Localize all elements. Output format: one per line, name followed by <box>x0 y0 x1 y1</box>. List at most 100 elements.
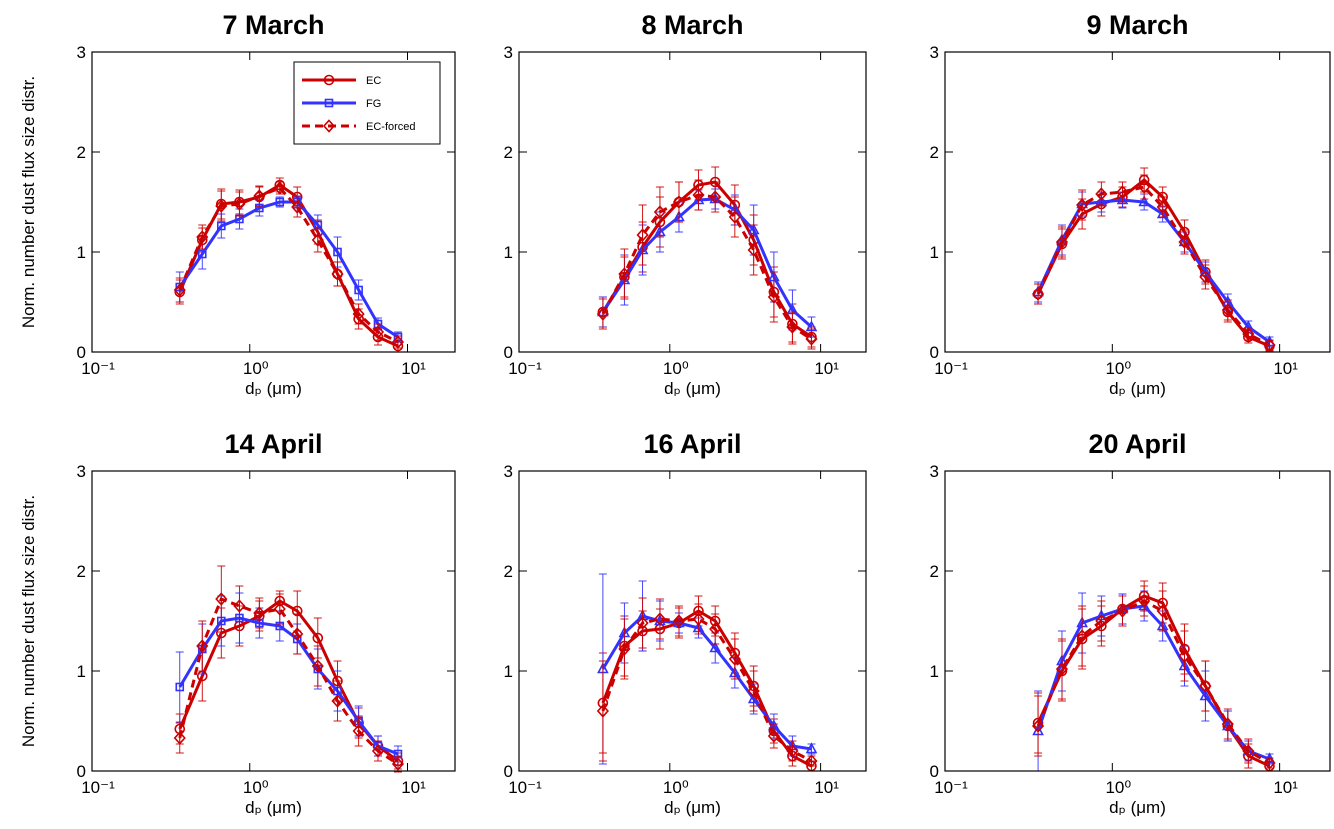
marker <box>196 639 209 653</box>
marker <box>323 74 335 86</box>
x-tick-label: 10⁰ <box>243 778 269 797</box>
marker <box>391 757 405 771</box>
y-tick-label: 2 <box>504 143 513 162</box>
error-bar <box>235 191 244 217</box>
error-bar <box>655 186 664 238</box>
error-bar <box>1244 738 1253 764</box>
marker <box>709 622 722 636</box>
error-bar <box>1078 189 1087 221</box>
marker <box>352 724 365 738</box>
error-bar <box>638 204 647 266</box>
legend: EC FG EC-forced <box>293 61 441 145</box>
error-bar <box>333 680 342 722</box>
x-tick-label: 10⁻¹ <box>81 778 115 797</box>
marker <box>291 200 304 214</box>
marker <box>233 599 246 613</box>
error-bar <box>354 279 363 301</box>
x-tick-label: 10¹ <box>1273 778 1298 797</box>
error-bar <box>1118 595 1127 627</box>
chart-title: 8 March <box>641 10 743 40</box>
marker <box>636 228 649 242</box>
series-line <box>1036 604 1271 761</box>
error-bar <box>1034 695 1043 757</box>
plot-frame <box>518 470 867 772</box>
error-bar <box>255 597 264 629</box>
error-bar <box>1057 638 1066 700</box>
panel: 9 March dₚ (μm) 0 1 2 3 10⁻¹ 10⁰ 10¹ <box>930 10 1331 398</box>
marker <box>1076 198 1089 212</box>
y-tick-label: 1 <box>77 243 86 262</box>
y-tick-label: 3 <box>504 43 513 62</box>
x-tick-label: 10⁻¹ <box>934 778 968 797</box>
marker <box>1221 717 1234 731</box>
error-bar <box>655 598 664 640</box>
chart-title: 9 March <box>1086 10 1188 40</box>
chart-title: 14 April <box>224 429 322 459</box>
marker <box>253 606 266 620</box>
chart-title: 16 April <box>643 429 741 459</box>
marker <box>709 190 722 204</box>
marker <box>173 731 186 745</box>
marker <box>692 188 705 202</box>
plot-frame <box>944 51 1331 353</box>
marker <box>275 197 285 207</box>
error-bar <box>711 181 720 213</box>
marker <box>391 335 405 349</box>
error-bar <box>313 227 322 253</box>
x-axis-label: dₚ (μm) <box>1109 379 1166 398</box>
marker <box>1263 756 1276 770</box>
x-tick-label: 10⁻¹ <box>934 359 968 378</box>
marker <box>1178 649 1191 663</box>
marker <box>1031 719 1045 733</box>
x-axis-label: dₚ (μm) <box>245 379 302 398</box>
marker <box>311 233 324 247</box>
marker <box>324 98 334 108</box>
marker <box>1055 235 1069 249</box>
error-bar <box>198 620 207 672</box>
marker <box>747 684 760 698</box>
chart-title: 20 April <box>1088 429 1186 459</box>
error-bar <box>1180 630 1189 682</box>
error-bar <box>1078 605 1087 667</box>
error-bar <box>175 722 184 754</box>
marker <box>253 189 266 203</box>
marker <box>1242 744 1255 758</box>
error-bar <box>235 585 244 627</box>
error-bar <box>711 613 720 645</box>
x-tick-label: 10⁰ <box>663 778 689 797</box>
error-bar <box>1140 174 1149 200</box>
marker <box>1116 193 1129 205</box>
error-bar <box>749 670 758 712</box>
marker <box>216 221 226 231</box>
marker <box>1095 187 1108 201</box>
x-tick-label: 10¹ <box>401 778 426 797</box>
error-bar <box>807 328 816 350</box>
series-line <box>178 599 399 763</box>
x-tick-label: 10¹ <box>814 778 839 797</box>
marker <box>352 307 365 321</box>
marker <box>709 641 722 653</box>
y-tick-label: 2 <box>77 143 86 162</box>
marker <box>291 627 304 641</box>
error-bar <box>1180 229 1189 255</box>
series-line <box>178 597 399 766</box>
x-axis-label: dₚ (μm) <box>664 379 721 398</box>
error-bar <box>730 196 739 238</box>
x-axis-label: dₚ (μm) <box>664 798 721 817</box>
marker <box>618 642 631 656</box>
x-axis-label: dₚ (μm) <box>1109 798 1166 817</box>
marker <box>331 694 344 708</box>
y-tick-label: 3 <box>930 43 939 62</box>
marker <box>175 682 185 692</box>
error-bar <box>313 645 322 687</box>
error-bar <box>769 723 778 749</box>
legend-label: EC <box>366 75 381 87</box>
marker <box>618 267 631 281</box>
x-tick-label: 10⁻¹ <box>508 778 542 797</box>
series-line <box>1036 185 1271 347</box>
x-tick-label: 10⁰ <box>663 359 689 378</box>
error-bar <box>694 179 703 211</box>
marker <box>672 195 686 209</box>
marker <box>767 729 780 743</box>
marker <box>1138 594 1151 608</box>
